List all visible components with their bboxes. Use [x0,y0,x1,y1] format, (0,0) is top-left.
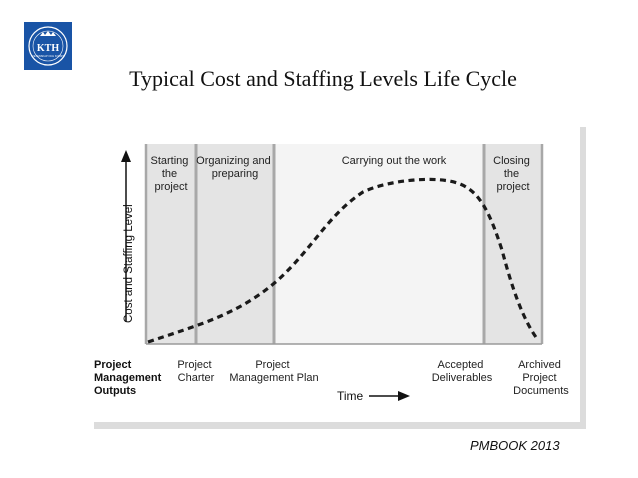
output-label-documents-2: Project [522,372,556,384]
phase-label-starting-3: project [154,181,187,193]
phase-label-closing-1: Closing [493,155,530,167]
cost-staffing-curve [147,177,540,344]
outputs-heading-1: Project [94,359,132,371]
phase-label-starting-1: Starting [151,155,189,167]
phase-bg-starting [146,144,196,344]
svg-text:Project Management Plan: Project Management Plan [229,359,318,384]
x-axis-label: Time [337,389,364,403]
phase-label-organizing-1: Organizing and [196,155,271,167]
logo-subtext: VETENSKAP OCH KONST [32,54,64,58]
kth-logo: KTH VETENSKAP OCH KONST [24,22,72,70]
svg-text:Archived Project D: Archived Project Documents [513,359,569,397]
phase-label-organizing-2: preparing [212,168,258,180]
life-cycle-figure: Cost and Staffing Level Starting the pro… [88,120,580,422]
outputs-heading-3: Outputs [94,385,136,397]
svg-text:Project Charter: Project Charter [177,359,214,384]
phase-bg-carrying-out [274,144,484,344]
phase-label-carrying-out: Carrying out the work [342,155,447,167]
output-label-documents-1: Archived [518,359,561,371]
logo-text: KTH [37,43,59,54]
output-label-charter-2: Charter [178,372,215,384]
life-cycle-diagram: Cost and Staffing Level Starting the pro… [94,144,569,403]
slide-title: Typical Cost and Staffing Levels Life Cy… [129,66,517,91]
time-arrow-head [398,391,410,401]
svg-text:Accepted Deliverables: Accepted Deliverables [432,359,493,384]
source-citation: PMBOOK 2013 [470,438,560,453]
svg-text:Closing the projec: Closing the project [493,155,533,193]
phase-bg-closing [484,144,542,344]
phase-label-closing-3: project [496,181,529,193]
outputs-heading-2: Management [94,372,162,384]
output-label-charter-1: Project [177,359,211,371]
kth-crest-icon: KTH VETENSKAP OCH KONST [28,26,68,66]
output-label-deliverables-1: Accepted [438,359,484,371]
svg-text:Organizing and preparing: Organizing and preparing [196,155,274,180]
output-label-plan-2: Management Plan [229,372,318,384]
svg-text:Carrying out the work: Carrying out the work [342,155,447,167]
output-label-plan-1: Project [255,359,289,371]
phase-label-starting-2: the [162,168,177,180]
output-label-documents-3: Documents [513,385,569,397]
output-label-deliverables-2: Deliverables [432,372,493,384]
svg-text:Starting the proje: Starting the project [151,155,192,193]
phase-label-closing-2: the [504,168,519,180]
y-axis-arrow-head [121,150,131,162]
y-axis-label: Cost and Staffing Level [123,204,135,323]
svg-text:Project Management: Project Management Outputs [94,359,164,397]
phase-bg-organizing [196,144,274,344]
